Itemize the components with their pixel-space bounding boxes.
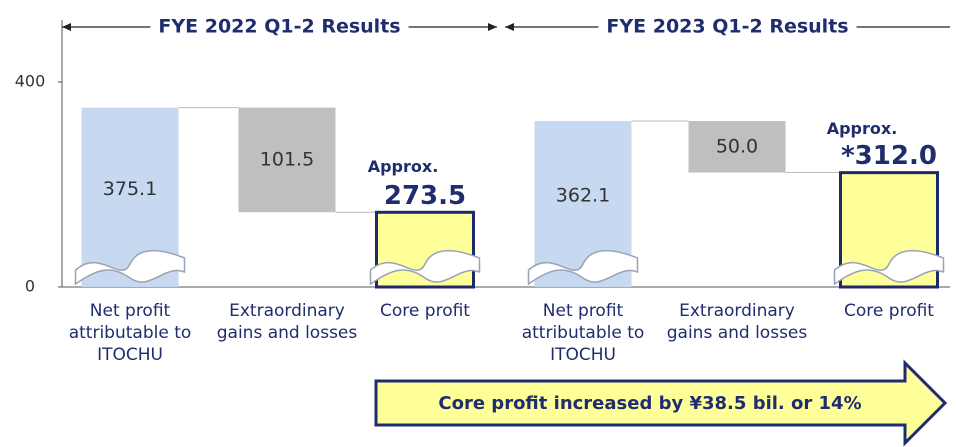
axis-break	[527, 249, 639, 286]
value-label: 362.1	[556, 185, 610, 207]
value-label: 101.5	[260, 148, 314, 170]
category-label: Extraordinary gains and losses	[216, 301, 358, 343]
category-label: Core profit	[844, 301, 934, 321]
y-tick-label: 400	[15, 72, 46, 91]
note-label: Approx.	[368, 157, 439, 176]
category-label: Core profit	[380, 301, 470, 321]
value-label: 375.1	[103, 178, 157, 200]
axis-break	[833, 249, 945, 286]
note-label: Approx.	[827, 119, 898, 138]
value-label: 50.0	[716, 135, 758, 157]
arrow-head	[505, 23, 514, 31]
group-title: FYE 2023 Q1-2 Results	[606, 16, 848, 38]
arrow-head	[62, 23, 71, 31]
category-label: Net profit attributable to ITOCHU	[521, 301, 645, 365]
bar-change	[238, 107, 336, 213]
axis-break	[74, 249, 186, 286]
category-label: Net profit attributable to ITOCHU	[68, 301, 192, 365]
axis-break	[369, 249, 481, 286]
y-tick-label: 0	[25, 277, 35, 296]
bar-change	[688, 121, 786, 173]
group-title: FYE 2022 Q1-2 Results	[158, 16, 400, 38]
callout-arrow	[374, 359, 948, 447]
value-label: 273.5	[384, 181, 466, 211]
arrow-head	[488, 23, 497, 31]
category-label: Extraordinary gains and losses	[666, 301, 808, 343]
annotation: Core profit increased by ¥38.5 bil. or 1…	[438, 393, 861, 414]
value-label: *312.0	[841, 141, 937, 171]
